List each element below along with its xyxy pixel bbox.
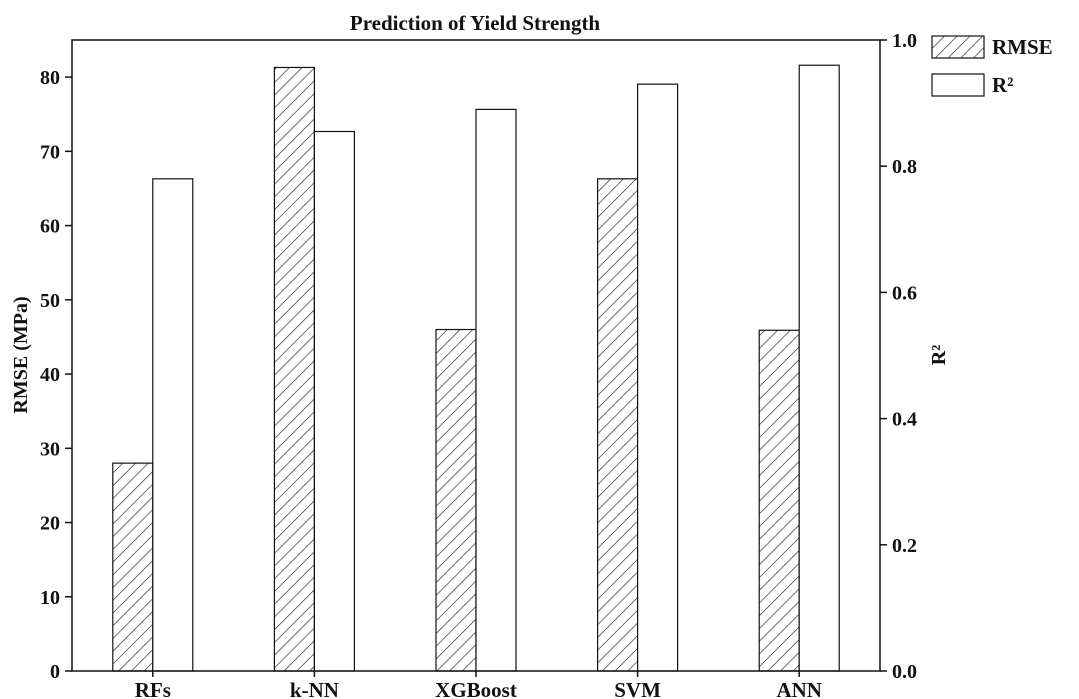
legend: RMSE R² bbox=[931, 35, 1053, 97]
x-tick-label: XGBoost bbox=[435, 678, 517, 699]
bar-r-ann bbox=[798, 64, 840, 672]
bars-layer bbox=[112, 64, 840, 672]
chart-title: Prediction of Yield Strength bbox=[350, 11, 601, 35]
bar-rmse-k-nn bbox=[273, 66, 315, 672]
bar-r-xgboost bbox=[475, 108, 517, 672]
bar-r-rfs bbox=[152, 178, 194, 672]
y2-tick-label: 0.0 bbox=[892, 661, 917, 683]
bar-r-k-nn bbox=[313, 130, 355, 672]
axes-layer: RFs k-NN XGBoost SVM ANN 0 10 20 30 40 50 60 70 80 0.0… bbox=[40, 30, 917, 699]
y2-tick-label: 0.8 bbox=[892, 156, 917, 178]
y2-tick-label: 0.6 bbox=[892, 282, 917, 304]
legend-swatch bbox=[931, 35, 985, 59]
bar-rmse-rfs bbox=[112, 462, 154, 672]
bar-rmse-ann bbox=[758, 329, 800, 672]
bar-rmse-svm bbox=[596, 178, 639, 672]
y-tick-label: 40 bbox=[40, 364, 60, 386]
y-tick-label: 10 bbox=[40, 587, 60, 609]
bar-r-svm bbox=[636, 83, 679, 672]
x-tick-label: ANN bbox=[776, 678, 822, 699]
x-tick-label: k-NN bbox=[290, 678, 339, 699]
y2-tick-label: 0.2 bbox=[892, 535, 917, 557]
y-tick-label: 60 bbox=[40, 216, 60, 238]
y-tick-label: 50 bbox=[40, 290, 60, 312]
y2-tick-label: 1.0 bbox=[892, 30, 917, 52]
y2-axis-label: R² bbox=[928, 345, 950, 365]
y-tick-label: 70 bbox=[40, 141, 60, 163]
y-tick-label: 20 bbox=[40, 513, 60, 535]
y2-tick-label: 0.4 bbox=[892, 409, 917, 431]
y-tick-label: 0 bbox=[50, 661, 60, 683]
y-tick-label: 30 bbox=[40, 438, 60, 460]
bar-rmse-xgboost bbox=[435, 328, 477, 672]
legend-swatch bbox=[931, 73, 985, 97]
x-tick-label: RFs bbox=[135, 678, 171, 699]
legend-label: RMSE bbox=[992, 35, 1053, 59]
legend-label: R² bbox=[992, 73, 1013, 97]
y-axis-label: RMSE (MPa) bbox=[10, 296, 32, 413]
x-tick-label: SVM bbox=[614, 678, 661, 699]
y-tick-label: 80 bbox=[40, 67, 60, 89]
